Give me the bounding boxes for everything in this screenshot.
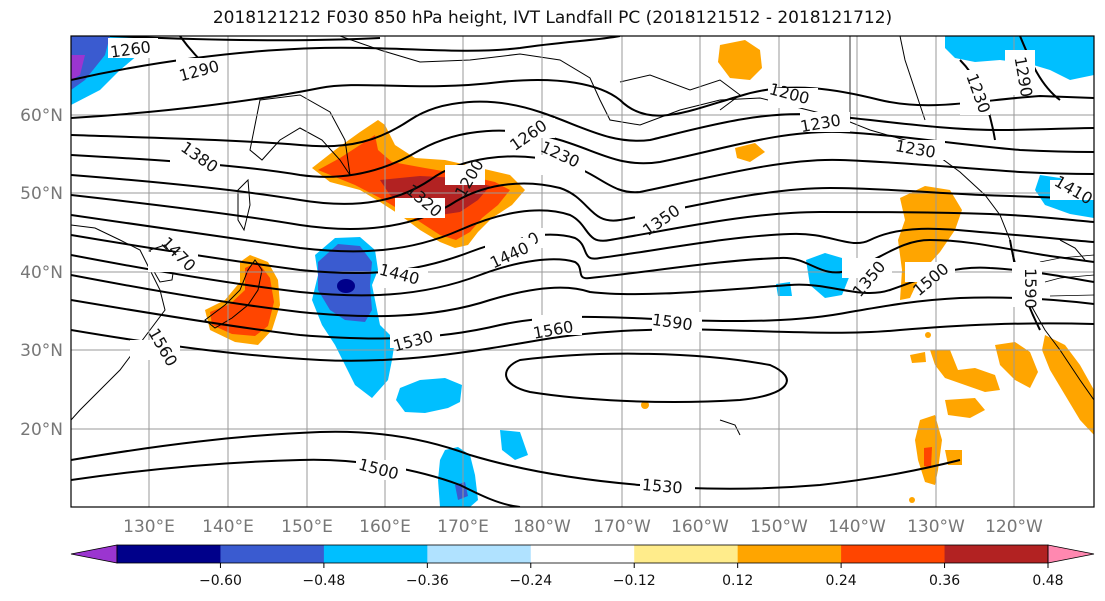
colorbar-border [116, 544, 1049, 564]
lon-label: 170°W [593, 517, 651, 537]
colorbar-extend-low [70, 544, 118, 564]
ivt-negative-shading [71, 36, 1094, 507]
lon-label: 140°E [202, 517, 254, 537]
colorbar: −0.60 −0.48 −0.36 −0.24 −0.12 0.12 0.24 0.36 0.4… [70, 544, 1095, 589]
colorbar-segment [530, 545, 635, 563]
lat-label-40n: 40°N [20, 263, 63, 283]
colorbar-segment [841, 545, 946, 563]
colorbar-tick-label: −0.48 [302, 573, 345, 589]
colorbar-extend-high [1047, 544, 1095, 564]
colorbar-segment [427, 545, 532, 563]
colorbar-segment [944, 545, 1049, 563]
colorbar-segment [323, 545, 428, 563]
contour-label: 1590 [1021, 268, 1040, 309]
colorbar-tick-label: −0.24 [509, 573, 552, 589]
colorbar-tick-label: −0.36 [406, 573, 449, 589]
lat-label-50n: 50°N [20, 184, 63, 204]
lon-label: 150°W [750, 517, 808, 537]
longitude-labels: 130°E 140°E 150°E 160°E 170°E 180°W 170°… [123, 517, 1043, 537]
latitude-labels: 60°N 50°N 40°N 30°N 20°N [20, 106, 63, 440]
colorbar-segment [634, 545, 739, 563]
lat-label-20n: 20°N [20, 420, 63, 440]
colorbar-segment [737, 545, 842, 563]
colorbar-tick-label: 0.48 [1032, 573, 1063, 589]
lon-label: 170°E [437, 517, 489, 537]
colorbar-tick-label: −0.60 [199, 573, 242, 589]
map-frame [70, 35, 1095, 508]
colorbar-tick-label: 0.24 [826, 573, 857, 589]
lon-label: 150°E [281, 517, 333, 537]
lon-label: 180°W [513, 517, 571, 537]
lon-label: 160°W [671, 517, 729, 537]
lon-label: 120°W [985, 517, 1043, 537]
contour-label: 1530 [641, 475, 683, 497]
colorbar-segment [117, 545, 221, 563]
map-area: 1260 1290 1380 1470 1560 1260 1230 1200 … [71, 36, 1094, 507]
colorbar-segment [220, 545, 325, 563]
map-title: 2018121212 F030 850 hPa height, IVT Land… [212, 8, 893, 28]
lon-label: 130°W [907, 517, 965, 537]
lon-label: 130°E [123, 517, 175, 537]
colorbar-tick-label: −0.12 [613, 573, 656, 589]
colorbar-tick-label: 0.36 [929, 573, 960, 589]
lon-label: 140°W [828, 517, 886, 537]
colorbar-tick-label: 0.12 [722, 573, 753, 589]
lat-label-60n: 60°N [20, 106, 63, 126]
lon-label: 160°E [359, 517, 411, 537]
lat-label-30n: 30°N [20, 341, 63, 361]
